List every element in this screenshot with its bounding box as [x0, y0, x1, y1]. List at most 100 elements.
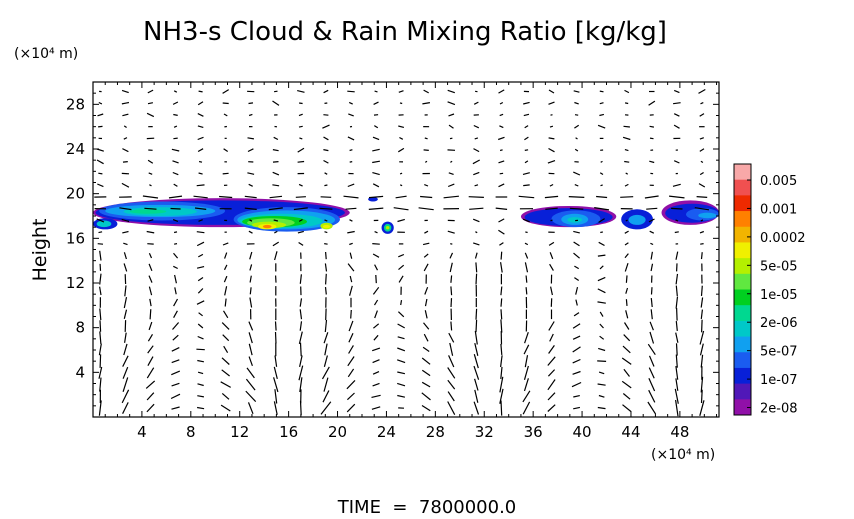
- wind-vector: [443, 195, 459, 199]
- wind-vector: [621, 380, 632, 389]
- wind-vector: [223, 264, 228, 271]
- colorbar-swatch: [734, 383, 751, 400]
- wind-vector: [522, 390, 531, 403]
- wind-vector: [599, 265, 604, 270]
- wind-vector: [700, 219, 704, 222]
- wind-vector: [473, 401, 480, 415]
- wind-vector: [249, 275, 252, 283]
- wind-vector: [549, 263, 554, 271]
- wind-vector: [525, 287, 528, 295]
- wind-vector: [675, 378, 679, 391]
- wind-vector: [323, 89, 329, 94]
- wind-vector: [121, 89, 129, 94]
- wind-vector: [524, 355, 529, 368]
- wind-vector: [244, 207, 257, 210]
- wind-vector: [99, 354, 102, 368]
- wind-vector: [572, 323, 581, 329]
- wind-vector: [674, 388, 679, 404]
- wind-vector: [499, 172, 504, 175]
- wind-vector: [323, 355, 328, 367]
- wind-vector: [424, 286, 429, 295]
- wind-vector: [170, 207, 181, 210]
- wind-vector: [524, 136, 529, 141]
- wind-vector: [224, 298, 227, 307]
- wind-vector: [99, 250, 102, 261]
- wind-vector: [500, 343, 503, 355]
- wind-vector: [273, 366, 278, 380]
- wind-vector: [324, 231, 328, 234]
- wind-vector: [96, 159, 104, 165]
- wind-vector: [694, 207, 710, 211]
- wind-vector: [324, 343, 328, 356]
- wind-vector: [324, 263, 328, 272]
- wind-vector: [124, 332, 127, 343]
- wind-vector: [422, 102, 431, 105]
- wind-vector: [323, 114, 329, 116]
- wind-vector: [349, 275, 353, 283]
- wind-vector: [450, 160, 453, 163]
- wind-vector: [399, 184, 403, 187]
- wind-vector: [573, 406, 581, 410]
- wind-vector: [146, 112, 155, 118]
- wind-vector: [548, 147, 555, 153]
- wind-vector: [522, 172, 530, 175]
- wind-vector: [272, 100, 280, 106]
- wind-vector: [299, 298, 303, 307]
- wind-vector: [123, 309, 128, 319]
- wind-vector: [473, 148, 480, 153]
- wind-vector: [272, 184, 280, 187]
- wind-vector: [622, 404, 632, 412]
- wind-vector: [473, 124, 480, 129]
- wind-vector: [223, 345, 229, 354]
- wind-vector: [221, 322, 230, 330]
- wind-vector: [372, 172, 380, 176]
- wind-vector: [298, 331, 303, 345]
- wind-vector: [171, 148, 180, 152]
- wind-vector: [473, 171, 480, 176]
- wind-vector: [549, 125, 554, 128]
- wind-vector: [472, 218, 480, 223]
- wind-vector: [324, 287, 327, 295]
- wind-vector: [424, 160, 428, 163]
- wind-vector: [673, 160, 680, 164]
- wind-vector: [349, 161, 353, 163]
- colorbar-label: 2e-06: [760, 316, 798, 331]
- wind-vector: [324, 172, 328, 175]
- cloud-cell: [322, 224, 331, 229]
- wind-vector: [298, 218, 303, 222]
- wind-vector: [573, 230, 580, 234]
- wind-vector: [399, 102, 403, 105]
- wind-vector: [398, 275, 404, 283]
- wind-vector: [649, 321, 654, 331]
- wind-vector: [474, 389, 479, 403]
- wind-vector: [675, 296, 679, 309]
- wind-vector: [222, 89, 230, 94]
- y-axis-label: Height: [29, 219, 51, 282]
- wind-vector: [99, 308, 102, 321]
- wind-vector: [699, 171, 704, 176]
- wind-vector: [142, 195, 159, 199]
- wind-vector: [648, 355, 655, 367]
- colorbar-swatch: [734, 320, 751, 337]
- x-axis: 4 8 12 16 20 24 28 32 36 40 44 48: [104, 82, 718, 441]
- wind-vector: [171, 370, 181, 376]
- wind-vector: [447, 379, 456, 390]
- wind-vector: [598, 371, 605, 375]
- wind-vector: [197, 148, 204, 153]
- wind-vector: [399, 172, 403, 175]
- wind-vector: [549, 252, 554, 260]
- wind-vector: [196, 266, 205, 269]
- wind-vector: [348, 113, 354, 117]
- wind-vector: [673, 113, 680, 117]
- wind-vector: [675, 321, 678, 331]
- wind-vector: [574, 277, 580, 281]
- wind-vector: [323, 377, 329, 392]
- colorbar-swatch: [734, 164, 751, 181]
- wind-vector: [701, 319, 703, 333]
- wind-vector: [245, 390, 257, 403]
- wind-vector: [372, 347, 381, 352]
- wind-vector: [245, 378, 256, 391]
- wind-vector: [299, 137, 303, 140]
- wind-vector: [500, 366, 503, 379]
